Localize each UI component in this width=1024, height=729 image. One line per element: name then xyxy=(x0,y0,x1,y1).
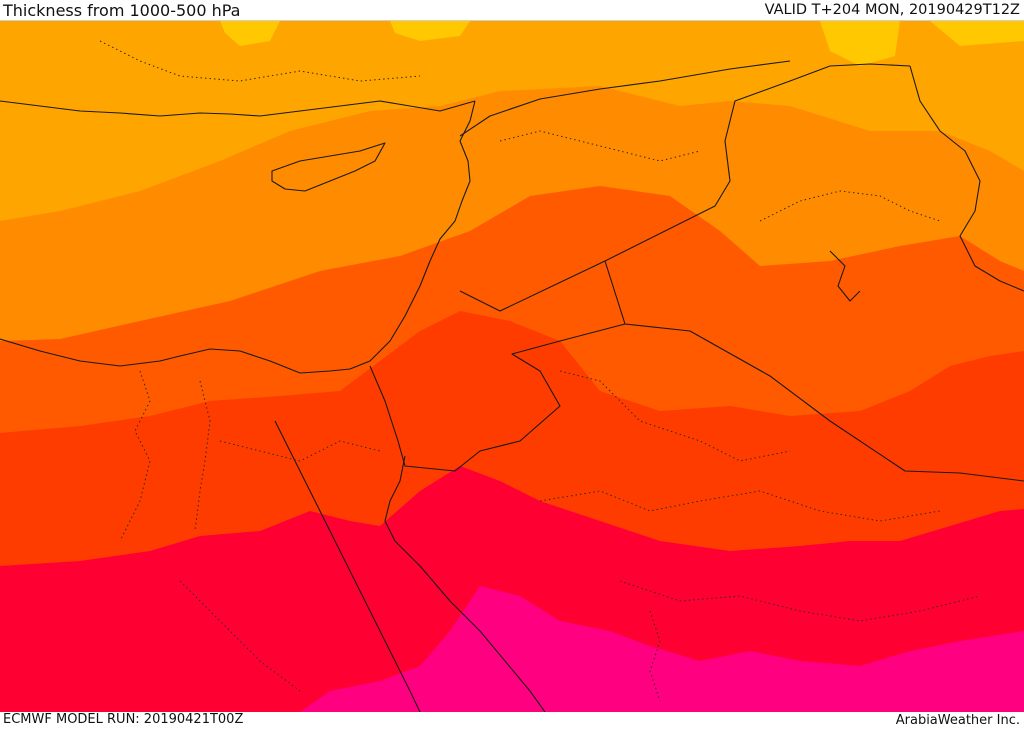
border-turkey-syria xyxy=(459,60,791,137)
border-syria-iraq xyxy=(604,63,911,262)
valid-time: VALID T+204 MON, 20190429T12Z xyxy=(764,2,1020,18)
band-yellow xyxy=(220,21,1024,66)
map-header: Thickness from 1000-500 hPa VALID T+204 … xyxy=(0,0,1024,21)
map-title: Thickness from 1000-500 hPa xyxy=(3,1,241,20)
map-footer: ECMWF MODEL RUN: 20190421T00Z ArabiaWeat… xyxy=(0,712,1024,729)
border-jordan-iraq xyxy=(459,260,626,325)
admin-boundary xyxy=(179,580,301,692)
thickness-map xyxy=(0,21,1024,712)
map-canvas xyxy=(0,21,1024,712)
admin-boundary xyxy=(759,190,941,222)
admin-boundary xyxy=(194,380,211,532)
red-sea-coast-east xyxy=(384,455,546,712)
coastline-turkey xyxy=(0,100,476,117)
coastline xyxy=(0,100,476,374)
border-egypt-israel xyxy=(369,323,626,472)
cyprus-outline xyxy=(271,142,386,192)
border-iran xyxy=(909,65,1024,292)
admin-boundary xyxy=(619,580,981,622)
model-run: ECMWF MODEL RUN: 20190421T00Z xyxy=(3,712,244,727)
red-sea-coast xyxy=(274,420,421,712)
band-red xyxy=(0,466,1024,712)
gulf-coast xyxy=(829,250,861,302)
border-iraq-saudi xyxy=(624,323,1024,482)
admin-boundary xyxy=(219,440,381,462)
credit-text: ArabiaWeather Inc. xyxy=(895,713,1020,728)
admin-boundary xyxy=(119,370,151,542)
band-magenta xyxy=(300,586,1024,712)
admin-boundary xyxy=(499,130,701,162)
